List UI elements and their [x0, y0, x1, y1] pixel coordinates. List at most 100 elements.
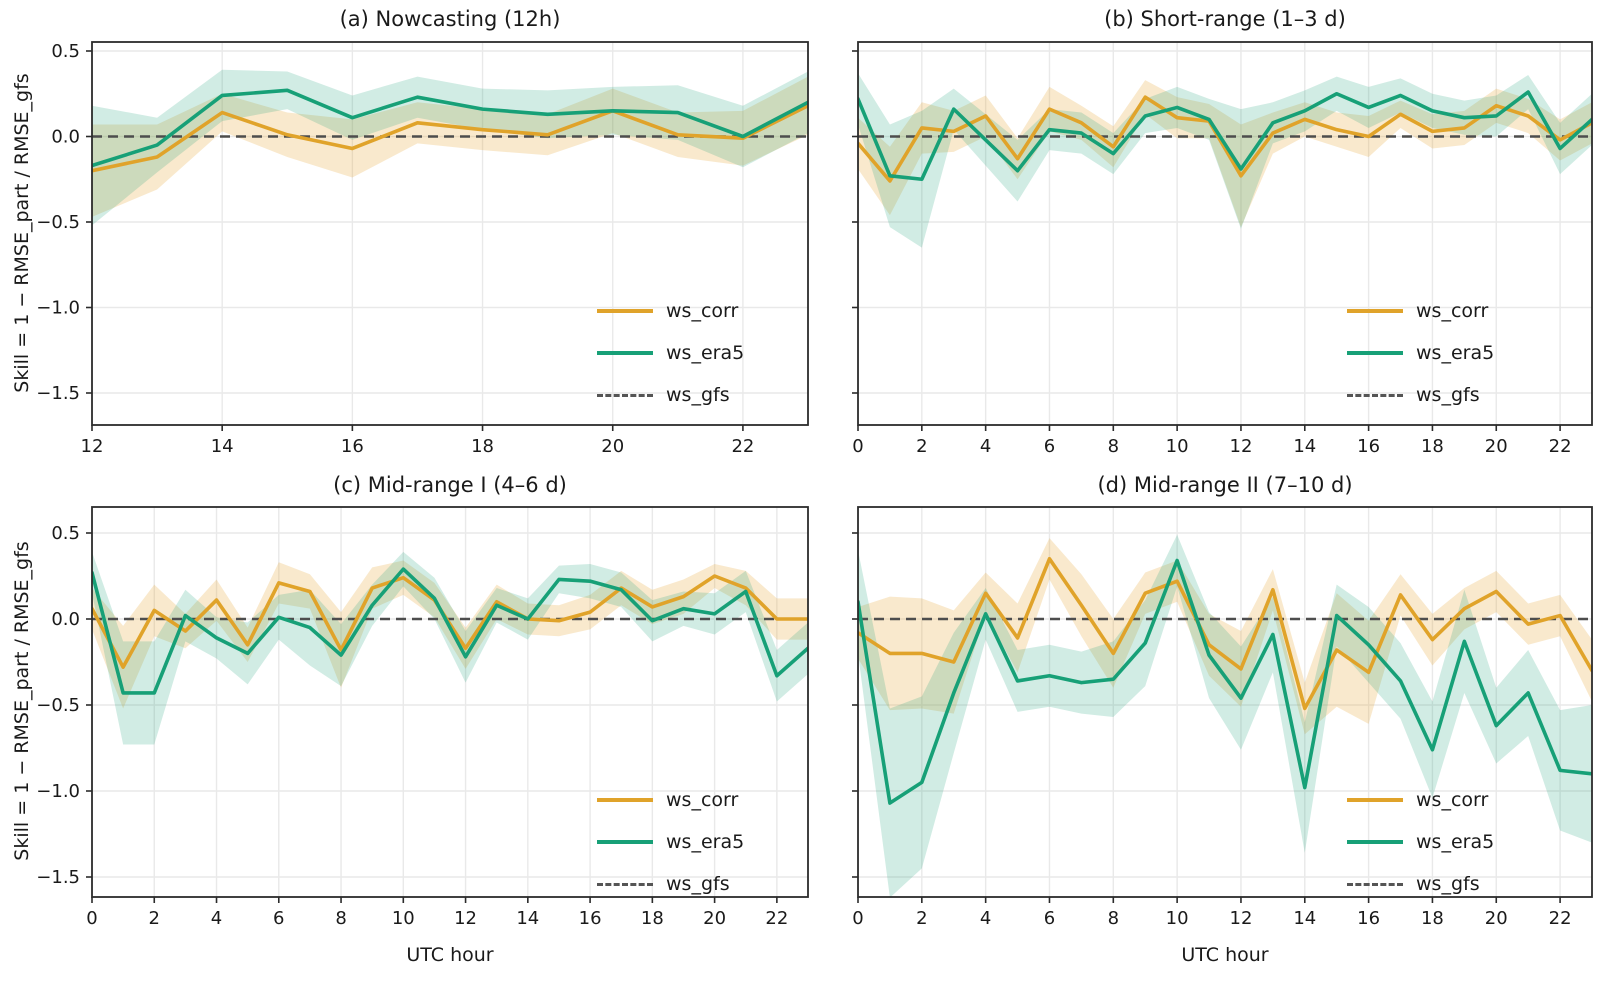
x-tick-label: 22	[1549, 436, 1572, 457]
ws-gfs-dashed-swatch-icon	[597, 393, 653, 397]
y-tick-label: −1.0	[36, 298, 80, 319]
ws-era5-line-swatch-icon	[597, 351, 653, 355]
legend-item-ws-corr: ws_corr	[597, 297, 744, 325]
x-tick-label: 2	[916, 908, 927, 929]
x-tick-label: 10	[1166, 908, 1189, 929]
x-tick-label: 20	[703, 908, 726, 929]
x-tick-label: 10	[1166, 436, 1189, 457]
legend-item-ws-era5: ws_era5	[1347, 339, 1494, 367]
x-tick-label: 0	[852, 436, 863, 457]
x-tick-label: 18	[471, 436, 494, 457]
x-tick-label: 22	[765, 908, 788, 929]
panel-c-title: (c) Mid-range I (4–6 d)	[333, 473, 567, 497]
x-tick-label: 2	[916, 436, 927, 457]
ws-corr-line-swatch-icon	[597, 798, 653, 802]
ws_era5-band	[92, 551, 808, 745]
x-tick-label: 8	[1108, 908, 1119, 929]
panel-a	[92, 42, 808, 425]
legend-item-ws-corr: ws_corr	[597, 786, 744, 814]
x-tick-label: 4	[980, 908, 991, 929]
panel-spine	[91, 41, 809, 426]
x-tick-label: 10	[392, 908, 415, 929]
legend-label: ws_era5	[666, 341, 745, 364]
x-tick-label: 16	[1357, 436, 1380, 457]
legend-item-ws-era5: ws_era5	[597, 828, 744, 856]
legend-panel-a: ws_corr ws_era5 ws_gfs	[597, 297, 744, 409]
legend-label: ws_gfs	[1416, 872, 1480, 895]
y-tick-label: −1.5	[36, 383, 80, 404]
ws-era5-line-swatch-icon	[1347, 840, 1403, 844]
x-tick-label: 20	[1485, 908, 1508, 929]
panel-c	[92, 507, 808, 897]
ws_era5-line	[92, 88, 808, 168]
y-tick-label: 0.5	[51, 523, 80, 544]
legend-item-ws-gfs: ws_gfs	[1347, 381, 1494, 409]
x-tick-label: 6	[273, 908, 284, 929]
panel-a-title: (a) Nowcasting (12h)	[339, 7, 561, 31]
x-tick-label: 20	[601, 436, 624, 457]
y-tick-label: −1.5	[36, 867, 80, 888]
x-tick-label: 8	[1108, 436, 1119, 457]
ws_era5-line	[92, 567, 808, 695]
ws_era5-band	[858, 73, 1592, 248]
ws-corr-line-swatch-icon	[597, 309, 653, 313]
legend-label: ws_gfs	[1416, 383, 1480, 406]
ws_corr-band	[858, 538, 1592, 735]
legend-label: ws_corr	[666, 299, 739, 322]
legend-item-ws-corr: ws_corr	[1347, 297, 1494, 325]
ws-gfs-dashed-swatch-icon	[597, 882, 653, 886]
x-tick-label: 16	[1357, 908, 1380, 929]
x-tick-label: 8	[335, 908, 346, 929]
ws-era5-line-swatch-icon	[1347, 351, 1403, 355]
y-tick-label: 0.5	[51, 41, 80, 62]
y-tick-label: −0.5	[36, 695, 80, 716]
x-tick-label: 12	[1230, 908, 1253, 929]
x-tick-label: 6	[1044, 436, 1055, 457]
x-tick-label: 16	[341, 436, 364, 457]
panel-d-title: (d) Mid-range II (7–10 d)	[1097, 473, 1353, 497]
x-tick-label: 0	[86, 908, 97, 929]
panel-spine	[857, 506, 1593, 898]
legend-label: ws_gfs	[666, 872, 730, 895]
legend-panel-c: ws_corr ws_era5 ws_gfs	[597, 786, 744, 898]
x-tick-label: 22	[731, 436, 754, 457]
ws-corr-line-swatch-icon	[1347, 798, 1403, 802]
legend-item-ws-gfs: ws_gfs	[1347, 870, 1494, 898]
x-tick-label: 22	[1549, 908, 1572, 929]
y-axis-label-bottom-row: Skill = 1 − RMSE_part / RMSE_gfs	[11, 541, 33, 861]
x-tick-label: 14	[1293, 436, 1316, 457]
legend-label: ws_era5	[666, 830, 745, 853]
x-tick-label: 18	[1421, 908, 1444, 929]
legend-item-ws-gfs: ws_gfs	[597, 870, 744, 898]
x-tick-label: 4	[980, 436, 991, 457]
legend-label: ws_era5	[1416, 341, 1495, 364]
x-tick-label: 12	[1230, 436, 1253, 457]
y-tick-label: 0.0	[51, 609, 80, 630]
x-tick-label: 18	[641, 908, 664, 929]
legend-label: ws_corr	[1416, 299, 1489, 322]
x-tick-label: 0	[852, 908, 863, 929]
panel-spine	[91, 506, 809, 898]
y-tick-label: −0.5	[36, 212, 80, 233]
legend-label: ws_era5	[1416, 830, 1495, 853]
ws_corr-line	[858, 95, 1592, 183]
x-tick-label: 16	[579, 908, 602, 929]
ws_era5-band	[92, 69, 808, 226]
ws_corr-line	[858, 556, 1592, 711]
legend-label: ws_corr	[666, 788, 739, 811]
legend-item-ws-gfs: ws_gfs	[597, 381, 744, 409]
x-tick-label: 12	[454, 908, 477, 929]
x-tick-label: 14	[516, 908, 539, 929]
ws_corr-line	[92, 103, 808, 173]
x-tick-label: 4	[211, 908, 222, 929]
panel-b-title: (b) Short-range (1–3 d)	[1104, 7, 1346, 31]
x-tick-label: 2	[149, 908, 160, 929]
panel-spine	[857, 41, 1593, 426]
y-axis-label-top-row: Skill = 1 − RMSE_part / RMSE_gfs	[11, 73, 33, 393]
ws-gfs-dashed-swatch-icon	[1347, 393, 1403, 397]
legend-item-ws-corr: ws_corr	[1347, 786, 1494, 814]
legend-item-ws-era5: ws_era5	[1347, 828, 1494, 856]
ws_era5-line	[858, 558, 1592, 805]
ws_era5-band	[858, 534, 1592, 897]
